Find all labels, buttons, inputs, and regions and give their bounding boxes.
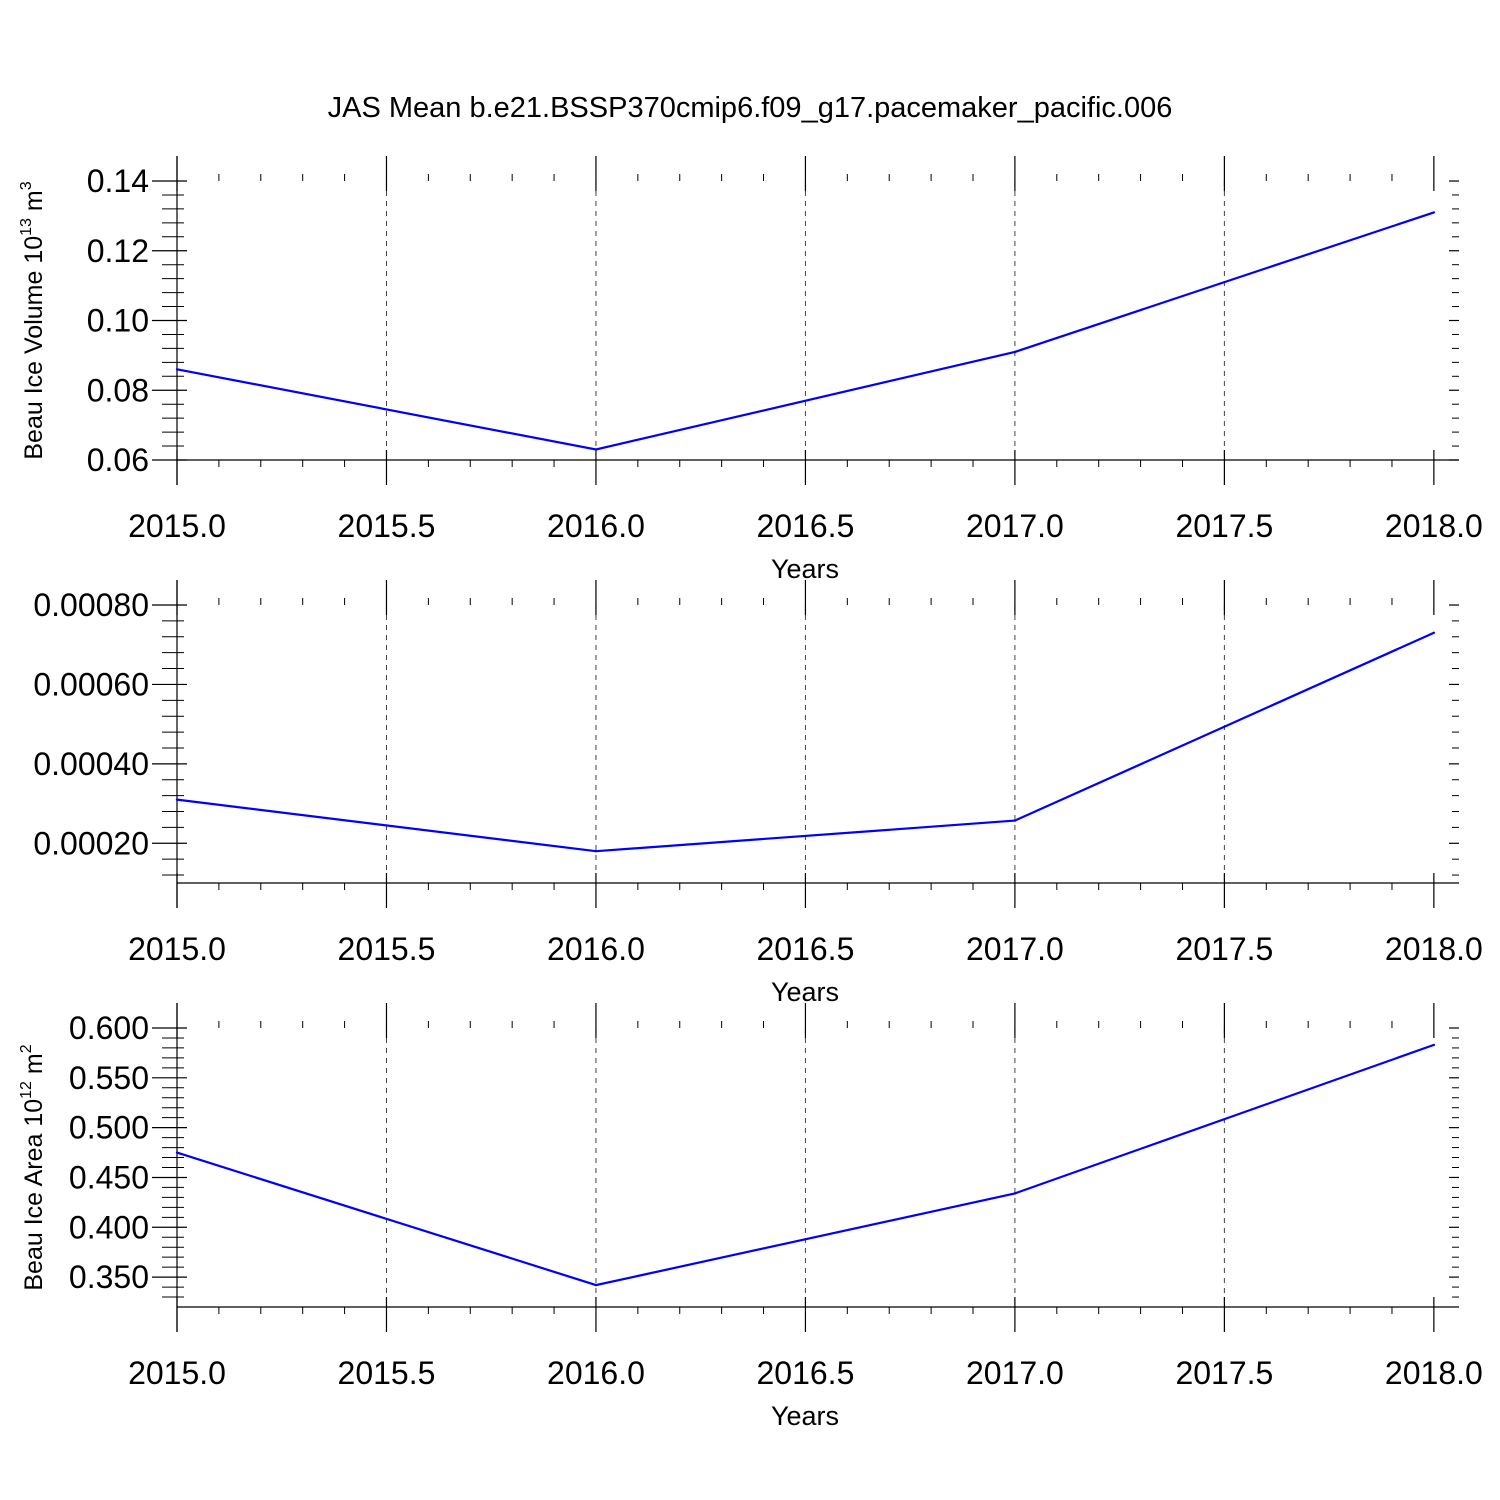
x-tick-label: 2017.5 [1175, 931, 1273, 967]
x-tick-label: 2015.0 [128, 1355, 226, 1391]
x-tick-label: 2015.5 [338, 1355, 436, 1391]
x-tick-label: 2017.0 [966, 931, 1064, 967]
x-tick-label: 2016.0 [547, 508, 645, 544]
series-line [176, 631, 1435, 853]
y-tick-label: 0.08 [87, 372, 149, 408]
y-axis-label: Beau Ice Area 1012 m2 [18, 1044, 48, 1290]
y-axis-label-unit-exponent: 2 [18, 1044, 35, 1053]
x-tick-label: 2017.0 [966, 1355, 1064, 1391]
x-tick-label: 2016.5 [756, 931, 854, 967]
x-tick-label: 2016.5 [756, 1355, 854, 1391]
x-tick-label: 2015.0 [128, 931, 226, 967]
series-line [176, 1043, 1435, 1287]
y-axis-label-unit-exponent: 3 [18, 181, 35, 190]
y-axis-label-text: Beau Ice Volume 10 [20, 236, 48, 460]
y-tick-label: 0.350 [69, 1259, 149, 1295]
x-tick-label: 2016.0 [547, 931, 645, 967]
x-tick-label: 2018.0 [1385, 508, 1483, 544]
data-point [594, 1283, 598, 1287]
x-tick-label: 2015.0 [128, 508, 226, 544]
x-axis-label: Years [771, 977, 839, 1007]
y-tick-label: 0.550 [69, 1060, 149, 1096]
y-axis-label-unit: m [20, 1053, 48, 1081]
data-point [1432, 631, 1436, 634]
panels: 2015.0 2015.5 2016.0 2016.5 2017.0 2017.5 2018… [18, 156, 1483, 1431]
x-tick-label: 2018.0 [1385, 1355, 1483, 1391]
data-point [1013, 350, 1017, 354]
y-tick-label: 0.500 [69, 1110, 149, 1146]
data-point [175, 368, 179, 371]
x-tick-label: 2018.0 [1385, 931, 1483, 967]
x-axis-label: Years [771, 1401, 839, 1431]
y-tick-label: 0.00020 [33, 825, 149, 861]
panel-2: 2015.0 2015.5 2016.0 2016.5 2017.0 2017.5 2018… [33, 580, 1483, 1007]
figure-title: JAS Mean b.e21.BSSP370cmip6.f09_g17.pace… [328, 92, 1173, 124]
y-axis-label-exponent: 13 [18, 218, 35, 236]
y-axis-label: Beau Ice Volume 1013 m3 [18, 181, 48, 459]
y-tick-label: 0.00040 [33, 746, 149, 782]
data-point [175, 798, 179, 801]
y-tick-label: 0.00080 [33, 587, 149, 623]
y-tick-label: 0.00060 [33, 666, 149, 702]
series-line [176, 211, 1435, 451]
data-point [1432, 1043, 1436, 1047]
x-tick-label: 2016.5 [756, 508, 854, 544]
panel-1: 2015.0 2015.5 2016.0 2016.5 2017.0 2017.5 2018… [18, 156, 1483, 584]
y-tick-label: 0.10 [87, 303, 149, 339]
y-axis-label-unit: m [20, 190, 48, 218]
y-tick-label: 0.06 [87, 442, 149, 478]
data-point [594, 850, 598, 853]
y-tick-label: 0.600 [69, 1010, 149, 1046]
data-point [175, 1151, 179, 1154]
y-tick-label: 0.400 [69, 1209, 149, 1245]
y-axis-label-exponent: 12 [18, 1081, 35, 1099]
y-tick-label: 0.450 [69, 1159, 149, 1195]
data-point [1013, 819, 1017, 822]
x-tick-label: 2017.0 [966, 508, 1064, 544]
y-tick-label: 0.14 [87, 163, 149, 199]
x-tick-label: 2017.5 [1175, 508, 1273, 544]
x-tick-label: 2016.0 [547, 1355, 645, 1391]
data-point [594, 448, 598, 451]
y-axis-label-text: Beau Ice Area 10 [20, 1099, 48, 1291]
x-tick-label: 2017.5 [1175, 1355, 1273, 1391]
data-point [1013, 1192, 1017, 1195]
panel-3: 2015.0 2015.5 2016.0 2016.5 2017.0 2017.5 2018… [18, 1003, 1483, 1431]
x-axis-label: Years [771, 554, 839, 584]
x-tick-label: 2015.5 [338, 931, 436, 967]
data-point [1432, 211, 1436, 214]
x-tick-label: 2015.5 [338, 508, 436, 544]
y-tick-label: 0.12 [87, 233, 149, 269]
